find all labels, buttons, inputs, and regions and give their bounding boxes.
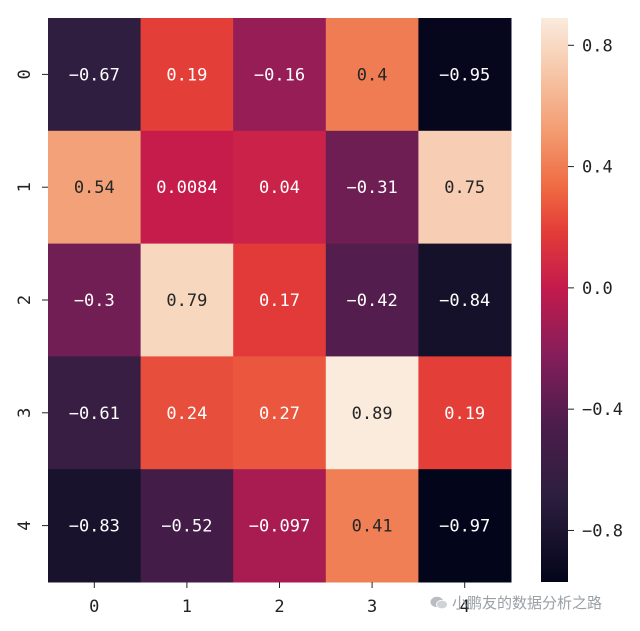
cell-label-2-2: 0.17 — [259, 291, 300, 311]
cell-label-2-1: 0.79 — [166, 291, 207, 311]
heatmap-cell-4-3 — [325, 469, 419, 583]
cell-label-0-4: −0.95 — [439, 65, 490, 85]
cell-label-1-3: −0.31 — [347, 178, 398, 198]
cell-label-4-4: −0.97 — [439, 517, 490, 537]
y-axis: 0 1 2 3 4 — [15, 69, 48, 531]
heatmap-cell-1-0 — [48, 130, 142, 245]
cell-label-0-0: −0.67 — [69, 65, 120, 85]
cell-label-1-2: 0.04 — [259, 178, 300, 198]
cell-label-3-1: 0.24 — [166, 404, 207, 424]
cell-label-3-4: 0.19 — [444, 404, 485, 424]
cell-label-0-1: 0.19 — [166, 65, 207, 85]
heatmap-cell-3-4 — [418, 356, 512, 470]
watermark-text: 小鹏友的数据分析之路 — [452, 594, 603, 612]
cell-label-4-0: −0.83 — [69, 517, 120, 537]
heatmap-cell-1-2 — [233, 130, 327, 245]
heatmap-cell-0-2 — [233, 18, 327, 132]
x-axis: 0 1 2 3 4 — [89, 582, 470, 617]
cell-label-3-0: −0.61 — [69, 404, 120, 424]
heatmap-cell-2-0 — [48, 243, 142, 357]
x-tick-label-0: 0 — [89, 597, 99, 617]
cell-label-4-1: −0.52 — [161, 517, 212, 537]
heatmap-cell-1-1 — [140, 130, 234, 245]
y-tick-label-3: 3 — [15, 408, 35, 418]
heatmap-cell-3-0 — [48, 356, 142, 470]
colorbar-tick-label-1: 0.4 — [582, 158, 613, 178]
heatmap-cell-4-1 — [140, 469, 234, 583]
cell-label-2-0: −0.3 — [74, 291, 115, 311]
heatmap-cell-1-4 — [418, 130, 512, 245]
cell-label-1-4: 0.75 — [444, 178, 485, 198]
cell-label-3-3: 0.89 — [352, 404, 393, 424]
cell-label-3-2: 0.27 — [259, 404, 300, 424]
heatmap-cell-4-0 — [48, 469, 142, 583]
heatmap-cell-0-3 — [325, 18, 419, 132]
cell-label-4-2: −0.097 — [249, 517, 310, 537]
y-tick-label-4: 4 — [15, 520, 35, 530]
cell-label-4-3: 0.41 — [352, 517, 393, 537]
heatmap-cell-2-3 — [325, 243, 419, 357]
y-tick-label-1: 1 — [15, 182, 35, 192]
x-tick-label-2: 2 — [274, 597, 284, 617]
colorbar-tick-label-4: −0.8 — [582, 521, 623, 541]
colorbar-tick-label-2: 0.0 — [582, 279, 613, 299]
cell-label-2-4: −0.84 — [439, 291, 490, 311]
heatmap-cell-3-2 — [233, 356, 327, 470]
colorbar-gradient — [541, 18, 568, 582]
colorbar-tick-label-3: −0.4 — [582, 400, 623, 420]
heatmap-cell-0-4 — [418, 18, 512, 132]
heatmap-cell-0-0 — [48, 18, 142, 132]
cell-label-2-3: −0.42 — [347, 291, 398, 311]
heatmap-cell-2-4 — [418, 243, 512, 357]
heatmap-cell-2-1 — [140, 243, 234, 357]
colorbar: 0.8 0.4 0.0 −0.4 −0.8 — [541, 18, 623, 582]
x-tick-label-4: 4 — [460, 597, 470, 617]
cell-label-1-1: 0.0084 — [156, 178, 217, 198]
x-tick-label-3: 3 — [367, 597, 377, 617]
cell-label-0-3: 0.4 — [357, 65, 388, 85]
watermark: 小鹏友的数据分析之路 — [430, 592, 602, 613]
cell-label-1-0: 0.54 — [74, 178, 115, 198]
cell-label-0-2: −0.16 — [254, 65, 305, 85]
wechat-icon — [430, 596, 448, 610]
heatmap-cell-0-1 — [140, 18, 234, 132]
y-tick-label-0: 0 — [15, 69, 35, 79]
heatmap-cell-4-4 — [418, 469, 512, 583]
heatmap-cell-1-3 — [325, 130, 419, 245]
x-tick-label-1: 1 — [182, 597, 192, 617]
colorbar-tick-label-0: 0.8 — [582, 36, 613, 56]
heatmap-cell-4-2 — [233, 469, 327, 583]
y-tick-label-2: 2 — [15, 295, 35, 305]
heatmap-cell-3-1 — [140, 356, 234, 470]
heatmap-cell-3-3 — [325, 356, 419, 470]
heatmap-cells: −0.67 0.19 −0.16 0.4 −0.95 0.54 0.0084 0.04 −0.3… — [48, 18, 512, 583]
heatmap-cell-2-2 — [233, 243, 327, 357]
